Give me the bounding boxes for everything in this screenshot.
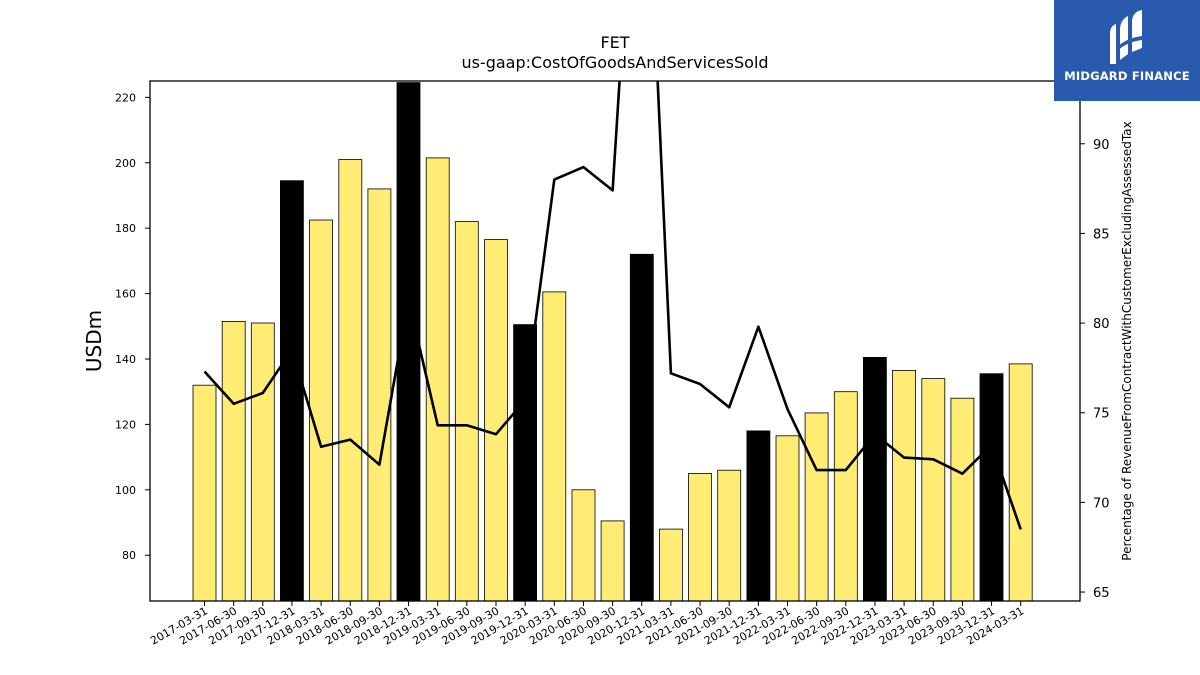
bar-2020-03-31: [542, 291, 567, 602]
bar-2019-03-31: [425, 157, 450, 602]
bar-2022-09-30: [833, 391, 858, 602]
logo-mark-icon: [1110, 10, 1142, 64]
bar-2021-12-31: [746, 430, 771, 602]
chart-title: FET: [600, 33, 629, 52]
y-axis-label: USDm: [82, 310, 106, 372]
y-tick-label: 220: [115, 91, 136, 104]
y-tick-label: 80: [122, 549, 136, 562]
bar-2023-06-30: [921, 378, 946, 602]
y-tick-label: 160: [115, 288, 136, 301]
x-axis: 2017-03-312017-06-302017-09-302017-12-31…: [148, 601, 1026, 648]
left-axis: 80 100 120 140 160 180 200 220: [115, 91, 150, 562]
percentage-line: [203, 81, 1022, 530]
y2-tick-label: 65: [1093, 586, 1110, 601]
y2-tick-label: 90: [1093, 138, 1110, 153]
bar-2017-09-30: [250, 322, 275, 602]
bar-2019-12-31: [513, 324, 537, 602]
y2-tick-label: 75: [1093, 407, 1110, 422]
y2-tick-label: 80: [1093, 317, 1110, 332]
bar-series: [192, 82, 1033, 602]
bar-2022-06-30: [804, 412, 829, 602]
bar-2021-03-31: [659, 528, 683, 602]
line-series: [203, 81, 1022, 530]
y-tick-label: 100: [115, 484, 136, 497]
bar-2020-06-30: [571, 489, 596, 602]
bar-2017-06-30: [221, 320, 246, 602]
y-tick-label: 140: [115, 353, 136, 366]
bar-2018-06-30: [338, 159, 363, 602]
midgard-finance-logo: MIDGARD FINANCE: [1054, 0, 1200, 101]
bar-2020-12-31: [629, 253, 654, 602]
bar-2023-09-30: [950, 397, 975, 602]
y-tick-label: 180: [115, 222, 136, 235]
bar-2019-09-30: [484, 239, 508, 602]
y2-axis-label: Percentage of RevenueFromContractWithCus…: [1120, 121, 1134, 560]
bar-2021-06-30: [688, 473, 712, 602]
bar-2022-03-31: [775, 435, 800, 602]
y2-tick-label: 70: [1093, 496, 1110, 511]
logo-text: MIDGARD FINANCE: [1064, 69, 1190, 83]
bar-2023-12-31: [979, 373, 1004, 602]
bar-2021-09-30: [717, 469, 742, 602]
bar-2017-12-31: [279, 180, 304, 602]
y-tick-label: 200: [115, 157, 136, 170]
y-tick-label: 120: [115, 418, 136, 431]
bar-2022-12-31: [863, 356, 887, 602]
plot-frame: [149, 80, 1081, 602]
bar-2018-09-30: [367, 188, 392, 602]
bar-2024-03-31: [1008, 363, 1033, 602]
bar-2017-03-31: [192, 384, 217, 602]
bar-2019-06-30: [454, 221, 479, 602]
chart-subtitle: us-gaap:CostOfGoodsAndServicesSold: [461, 53, 768, 72]
bar-2018-03-31: [309, 219, 334, 602]
bar-2020-09-30: [600, 520, 625, 602]
y2-tick-label: 85: [1093, 227, 1110, 242]
right-axis: 65 70 75 80 85 90: [1080, 138, 1110, 601]
bar-2023-03-31: [892, 369, 916, 602]
